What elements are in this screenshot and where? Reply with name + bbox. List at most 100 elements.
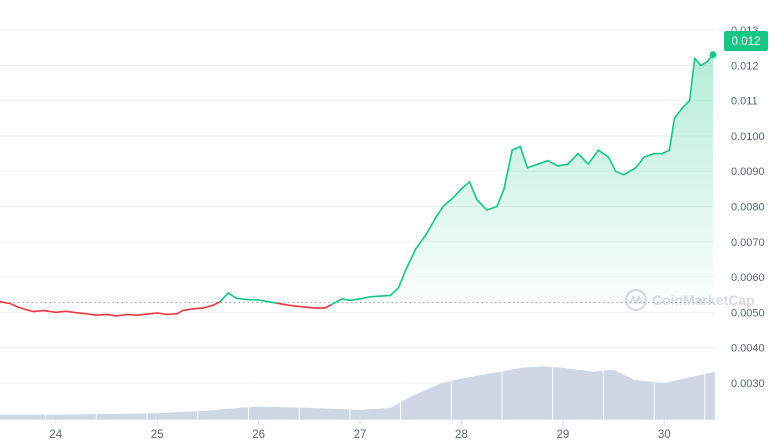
price-segment — [227, 292, 238, 300]
price-segment — [622, 166, 637, 176]
price-segment — [614, 170, 625, 176]
price-segment — [496, 188, 505, 208]
price-segment — [460, 181, 471, 190]
price-segment — [105, 313, 118, 317]
x-tick-label: 30 — [658, 429, 671, 441]
price-segment — [556, 163, 569, 167]
x-tick-label: 28 — [455, 429, 468, 441]
current-price-badge: 0.012 — [724, 31, 768, 51]
y-tick-label: 0.0090 — [731, 166, 765, 178]
price-segment — [688, 57, 696, 102]
x-tick-label: 25 — [151, 429, 164, 441]
y-tick-label: 0.0050 — [731, 307, 765, 319]
price-segment — [267, 300, 278, 305]
price-segment — [536, 159, 549, 165]
price-segment — [54, 310, 67, 314]
price-segment — [546, 159, 559, 167]
price-segment — [257, 299, 270, 303]
price-segment — [577, 152, 590, 165]
price-segment — [587, 149, 600, 165]
price-segment — [75, 311, 87, 315]
price-segment — [607, 156, 617, 172]
price-segment — [42, 309, 57, 314]
price-segment — [330, 298, 343, 306]
price-area-shape — [0, 54, 713, 303]
price-segment — [635, 156, 645, 169]
price-segment — [369, 295, 382, 298]
price-area-fill — [0, 54, 713, 303]
price-segment — [379, 294, 392, 297]
price-segment — [389, 286, 400, 297]
y-tick-label: 0.0080 — [731, 202, 765, 214]
price-segment — [115, 313, 128, 317]
y-axis: 0.0130.0120.0110.01000.00900.00800.00700… — [731, 25, 765, 390]
price-segment — [85, 312, 98, 317]
price-segment — [519, 145, 529, 169]
price-line — [0, 53, 714, 317]
price-segment — [693, 57, 702, 67]
price-badge-text: 0.012 — [732, 36, 761, 48]
price-segment — [414, 233, 427, 250]
price-segment — [146, 312, 158, 315]
price-segment — [32, 309, 45, 313]
price-segment — [0, 300, 11, 305]
price-segment — [126, 313, 138, 317]
price-segment — [323, 303, 333, 309]
x-tick-label: 29 — [556, 429, 569, 441]
volume-area-shape — [0, 366, 715, 420]
price-segment — [442, 198, 453, 208]
price-segment — [340, 298, 351, 302]
price-segment — [288, 304, 303, 308]
price-segment — [597, 149, 610, 158]
x-tick-label: 27 — [354, 429, 367, 441]
x-axis: 24 25 26 27 28 29 30 — [0, 419, 715, 441]
price-segment — [176, 309, 184, 315]
grid-lines — [0, 29, 715, 384]
price-segment — [673, 106, 684, 120]
price-segment — [219, 292, 229, 303]
price-segment — [511, 145, 522, 151]
price-segment — [450, 188, 463, 201]
price-segment — [359, 295, 372, 300]
price-segment — [643, 152, 655, 158]
y-tick-label: 0.011 — [731, 96, 758, 108]
volume-area — [0, 353, 715, 420]
price-segment — [435, 205, 445, 218]
price-segment — [468, 181, 478, 201]
y-tick-label: 0.0030 — [731, 378, 765, 390]
price-segment — [136, 313, 148, 317]
price-segment — [668, 117, 676, 151]
price-segment — [235, 297, 248, 301]
price-segment — [156, 312, 169, 316]
price-segment — [300, 305, 316, 309]
price-segment — [485, 205, 498, 211]
x-tick-label: 24 — [49, 429, 62, 441]
price-segment — [202, 304, 214, 309]
last-price-point — [709, 51, 717, 59]
price-segment — [95, 313, 108, 317]
y-tick-label: 0.0070 — [731, 237, 765, 249]
price-segment — [276, 302, 290, 307]
y-tick-label: 0.012 — [731, 60, 759, 72]
price-badge-bg — [724, 31, 768, 51]
y-tick-label: 0.0100 — [731, 131, 765, 143]
y-tick-label: 0.0040 — [731, 343, 765, 355]
price-segment — [404, 248, 417, 271]
price-segment — [526, 163, 539, 169]
price-segment — [24, 308, 35, 313]
x-tick-label: 26 — [252, 429, 265, 441]
price-segment — [9, 302, 19, 308]
price-segment — [475, 198, 488, 211]
price-segment — [661, 149, 671, 155]
price-segment — [349, 298, 361, 302]
price-segment — [181, 307, 194, 312]
price-segment — [425, 216, 437, 236]
price-segment — [699, 61, 708, 67]
price-segment — [681, 99, 691, 109]
price-segment — [166, 312, 179, 316]
price-segment — [16, 305, 27, 311]
y-tick-label: 0.0060 — [731, 272, 765, 284]
price-segment — [397, 269, 407, 289]
